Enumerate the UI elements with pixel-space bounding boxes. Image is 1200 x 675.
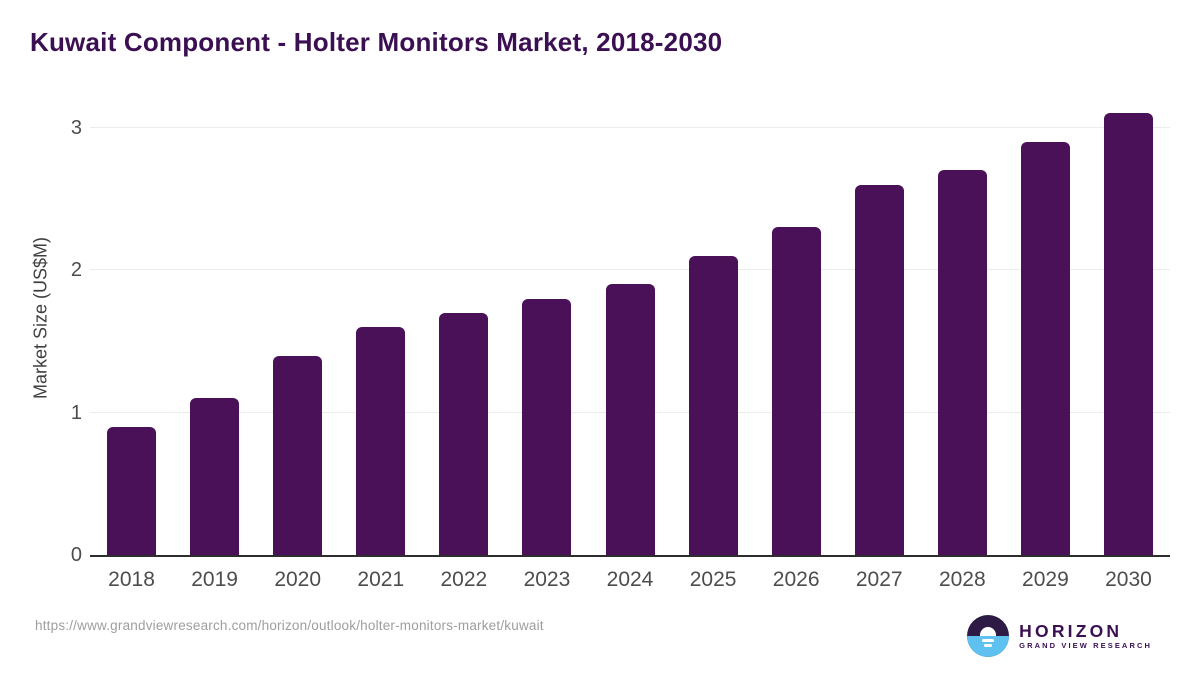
bar-slot-2019 [173,99,256,555]
logo-wordmark: HORIZON GRAND VIEW RESEARCH [1019,620,1152,650]
bar-2029 [1020,141,1070,555]
x-tick-2018: 2018 [108,568,155,591]
y-tick-2: 2 [70,259,82,281]
x-tick-2027: 2027 [855,568,903,591]
y-tick-1: 1 [70,401,82,424]
bar-2018 [107,426,157,555]
sun-icon [980,627,997,636]
chart-title: Kuwait Component - Holter Monitors Marke… [30,27,723,57]
plot-area: 0 1 2 3 [71,99,1170,566]
gridline-2 [90,269,1170,270]
bar-2021 [356,327,406,555]
bar-slot-2020 [256,99,339,555]
reflection-line-icon [984,644,993,647]
bar-slot-2018 [90,99,173,555]
bar-slot-2027 [838,99,921,555]
y-tick-3: 3 [70,116,82,139]
bar-slot-2029 [1004,99,1087,555]
logo-brand-text: HORIZON [1019,620,1123,641]
x-tick-2022: 2022 [440,568,488,591]
x-tick-2028: 2028 [938,568,986,591]
bar-2019 [190,398,240,555]
source-url-text: https://www.grandviewresearch.com/horizo… [35,618,544,633]
x-tick-2025: 2025 [689,568,737,591]
x-tick-2030: 2030 [1105,568,1152,591]
bar-2024 [605,284,655,555]
bar-slot-2026 [755,99,838,555]
bar-slot-2021 [339,99,422,555]
x-tick-2024: 2024 [606,568,654,591]
x-axis-labels: 2018 2019 2020 2021 2022 2023 2024 2025 2026 2027… [90,568,1170,592]
x-tick-2021: 2021 [357,568,405,591]
bar-slot-2025 [672,99,755,555]
horizon-logo: HORIZON GRAND VIEW RESEARCH [967,615,1152,657]
y-tick-0: 0 [70,544,82,566]
logo-subbrand-text: GRAND VIEW RESEARCH [1019,641,1152,650]
bar-2025 [688,255,738,555]
bar-2020 [273,355,323,555]
bar-2028 [937,170,987,555]
gridline-3 [90,126,1170,128]
bar-slot-2030 [1087,99,1170,555]
bars-container [90,99,1170,555]
x-tick-2026: 2026 [772,568,820,591]
x-tick-2019: 2019 [191,568,238,591]
bar-2022 [439,312,489,555]
horizon-sunrise-icon [967,615,1010,657]
bar-2023 [522,298,572,555]
bar-2030 [1103,113,1153,555]
x-tick-2029: 2029 [1022,568,1069,591]
bar-2027 [854,184,904,555]
bar-slot-2023 [505,99,588,555]
bar-slot-2024 [588,99,671,555]
bar-slot-2028 [921,99,1004,555]
reflection-line-icon [982,639,995,642]
x-tick-2023: 2023 [523,568,571,591]
x-tick-2020: 2020 [274,568,322,591]
bar-slot-2022 [422,99,505,555]
bar-2026 [771,227,821,555]
water-icon [967,636,1010,657]
